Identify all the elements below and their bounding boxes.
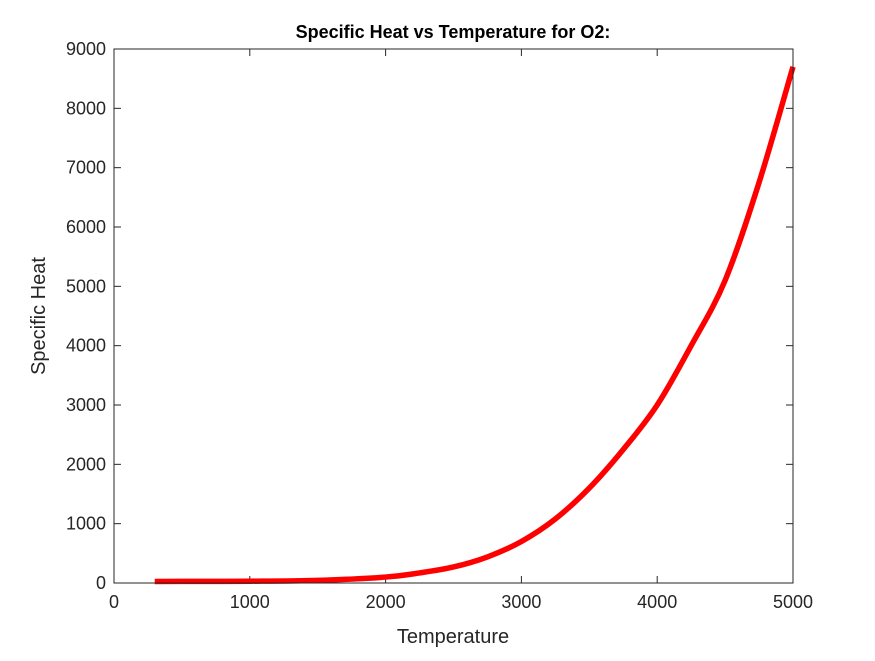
y-tick-label: 4000 bbox=[66, 336, 106, 356]
y-axis-label: Specific Heat bbox=[28, 257, 50, 375]
x-tick-label: 0 bbox=[109, 592, 119, 612]
y-tick-label: 6000 bbox=[66, 217, 106, 237]
y-tick-label: 9000 bbox=[66, 39, 106, 59]
y-tick-label: 2000 bbox=[66, 454, 106, 474]
x-tick-label: 5000 bbox=[773, 592, 813, 612]
y-tick-label: 5000 bbox=[66, 276, 106, 296]
x-tick-label: 4000 bbox=[637, 592, 677, 612]
axis-ticks: 0 1000 2000 3000 4000 5000 0 1000 2000 3000 4000 50… bbox=[66, 39, 813, 612]
y-tick-label: 8000 bbox=[66, 98, 106, 118]
y-tick-label: 1000 bbox=[66, 514, 106, 534]
y-tick-label: 3000 bbox=[66, 395, 106, 415]
x-tick-label: 1000 bbox=[230, 592, 270, 612]
x-tick-label: 2000 bbox=[366, 592, 406, 612]
x-tick-label: 3000 bbox=[501, 592, 541, 612]
plot-area-frame bbox=[113, 48, 794, 584]
series-line bbox=[154, 66, 796, 585]
x-axis-label: Temperature bbox=[397, 626, 509, 648]
chart-title: Specific Heat vs Temperature for O2: bbox=[296, 22, 611, 42]
y-tick-label: 7000 bbox=[66, 158, 106, 178]
y-tick-label: 0 bbox=[96, 573, 106, 593]
